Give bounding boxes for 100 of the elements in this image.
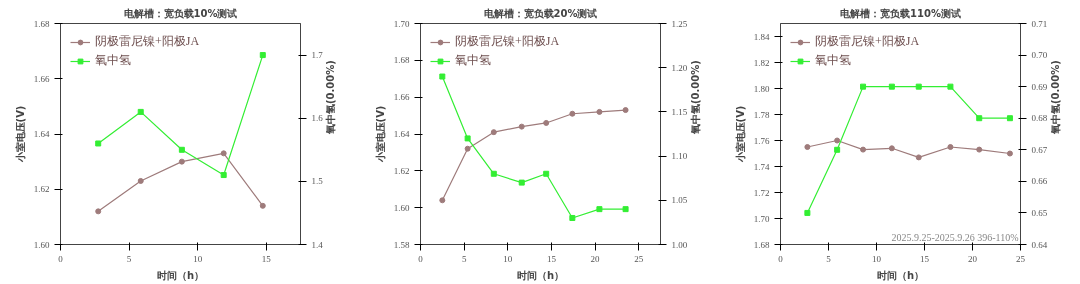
y-tick-label: 1.66 bbox=[33, 73, 50, 84]
y-tick-label: 1.68 bbox=[393, 55, 410, 66]
y-tick-label: 1.68 bbox=[753, 239, 770, 250]
y2-tick-label: 0.66 bbox=[1031, 176, 1048, 187]
y-axis-title: 小室电压(V) bbox=[14, 105, 26, 164]
chart-title: 电解槽：宽负载20%测试 bbox=[483, 7, 598, 19]
y2-tick-label: 1.25 bbox=[671, 18, 688, 29]
point bbox=[1006, 115, 1013, 122]
point bbox=[888, 145, 895, 152]
x-tick-label: 0 bbox=[58, 253, 64, 264]
chart-title: 电解槽：宽负载10%测试 bbox=[123, 7, 238, 19]
y2-tick-label: 0.71 bbox=[1031, 18, 1048, 29]
y-tick-label: 1.72 bbox=[753, 187, 770, 198]
y2-axis-title: 氧中氢(0.00%) bbox=[325, 60, 337, 135]
chart-title: 电解槽：宽负载110%测试 bbox=[840, 7, 961, 19]
x-tick-label: 15 bbox=[261, 253, 272, 264]
point bbox=[95, 208, 102, 215]
x-tick-label: 5 bbox=[461, 253, 467, 264]
x-tick-label: 15 bbox=[546, 253, 557, 264]
x-tick-label: 20 bbox=[590, 253, 601, 264]
point bbox=[490, 170, 497, 177]
point bbox=[569, 110, 576, 117]
y2-tick-label: 1.10 bbox=[671, 151, 688, 162]
y2-tick-label: 1.00 bbox=[671, 239, 688, 250]
y2-axis-title: 氧中氢(0.00%) bbox=[1049, 60, 1061, 135]
y2-tick-label: 0.70 bbox=[1031, 50, 1048, 61]
legend-label: 氧中氢 bbox=[815, 52, 851, 69]
point bbox=[543, 119, 550, 126]
x-tick-label: 10 bbox=[193, 253, 203, 264]
y-tick-label: 1.84 bbox=[753, 31, 770, 42]
point bbox=[976, 146, 983, 153]
x-tick-label: 10 bbox=[503, 253, 513, 264]
y-tick-label: 1.62 bbox=[393, 165, 410, 176]
legend-label: 氧中氢 bbox=[95, 52, 131, 69]
point bbox=[596, 108, 603, 115]
y2-tick-label: 1.05 bbox=[671, 195, 688, 206]
point bbox=[569, 214, 576, 221]
y2-tick-label: 0.65 bbox=[1031, 207, 1048, 218]
x-tick-label: 5 bbox=[826, 253, 832, 264]
y-tick-label: 1.64 bbox=[33, 129, 50, 139]
point bbox=[1006, 150, 1013, 157]
legend-label: 阴极雷尼镍+阳极JA bbox=[815, 33, 920, 50]
y-tick-label: 1.80 bbox=[753, 83, 770, 94]
point bbox=[220, 150, 227, 157]
point bbox=[947, 144, 954, 150]
point bbox=[490, 129, 497, 136]
y-tick-label: 1.70 bbox=[753, 213, 770, 224]
x-tick-label: 0 bbox=[778, 253, 784, 264]
y-tick-label: 1.78 bbox=[753, 109, 770, 120]
point bbox=[834, 146, 841, 153]
annotation: 2025.9.25-2025.9.26 396-110% bbox=[891, 231, 1019, 243]
point bbox=[178, 158, 185, 165]
x-axis-title: 时间（h） bbox=[876, 269, 925, 281]
y2-tick-label: 1.6 bbox=[311, 113, 324, 124]
point bbox=[439, 73, 446, 80]
point bbox=[947, 83, 954, 90]
y-tick-label: 1.70 bbox=[393, 18, 410, 29]
y2-tick-label: 0.68 bbox=[1031, 113, 1048, 124]
y-axis-title: 小室电压(V) bbox=[734, 105, 746, 164]
point bbox=[95, 140, 102, 147]
point bbox=[834, 137, 841, 144]
y-tick-label: 1.82 bbox=[753, 57, 770, 68]
y2-tick-label: 0.67 bbox=[1031, 144, 1048, 155]
y2-tick-label: 0.64 bbox=[1031, 239, 1048, 250]
y-tick-label: 1.76 bbox=[753, 135, 770, 146]
y2-axis-title: 氧中氢(0.00%) bbox=[689, 60, 701, 135]
x-tick-label: 5 bbox=[126, 253, 132, 264]
y2-tick-label: 1.5 bbox=[311, 176, 324, 187]
point bbox=[804, 144, 811, 150]
legend-label: 阴极雷尼镍+阳极JA bbox=[95, 33, 200, 50]
x-axis-title: 时间（h） bbox=[516, 269, 565, 281]
y-tick-label: 1.60 bbox=[393, 202, 410, 213]
point bbox=[137, 177, 144, 184]
x-tick-label: 25 bbox=[1016, 253, 1026, 264]
y-axis-title: 小室电压(V) bbox=[374, 105, 386, 164]
y2-tick-label: 1.4 bbox=[311, 239, 324, 250]
point bbox=[622, 107, 629, 114]
point bbox=[259, 202, 266, 209]
y2-tick-label: 1.7 bbox=[311, 50, 324, 61]
y-tick-label: 1.58 bbox=[393, 239, 410, 250]
y-tick-label: 1.74 bbox=[753, 161, 770, 172]
point bbox=[622, 206, 629, 213]
point bbox=[464, 135, 471, 142]
point bbox=[888, 83, 895, 90]
point bbox=[915, 83, 922, 90]
point bbox=[860, 83, 867, 90]
x-tick-label: 20 bbox=[968, 253, 978, 264]
y2-tick-label: 1.20 bbox=[671, 62, 688, 73]
x-tick-label: 25 bbox=[634, 253, 644, 264]
point bbox=[464, 145, 471, 152]
y2-tick-label: 0.69 bbox=[1031, 81, 1048, 92]
x-tick-label: 10 bbox=[872, 253, 882, 264]
y-tick-label: 1.60 bbox=[33, 239, 50, 250]
x-tick-label: 15 bbox=[920, 253, 930, 264]
y-tick-label: 1.68 bbox=[33, 18, 50, 29]
point bbox=[518, 123, 525, 130]
x-axis-title: 时间（h） bbox=[156, 269, 205, 281]
point bbox=[259, 52, 266, 59]
point bbox=[178, 146, 185, 153]
point bbox=[439, 197, 446, 204]
